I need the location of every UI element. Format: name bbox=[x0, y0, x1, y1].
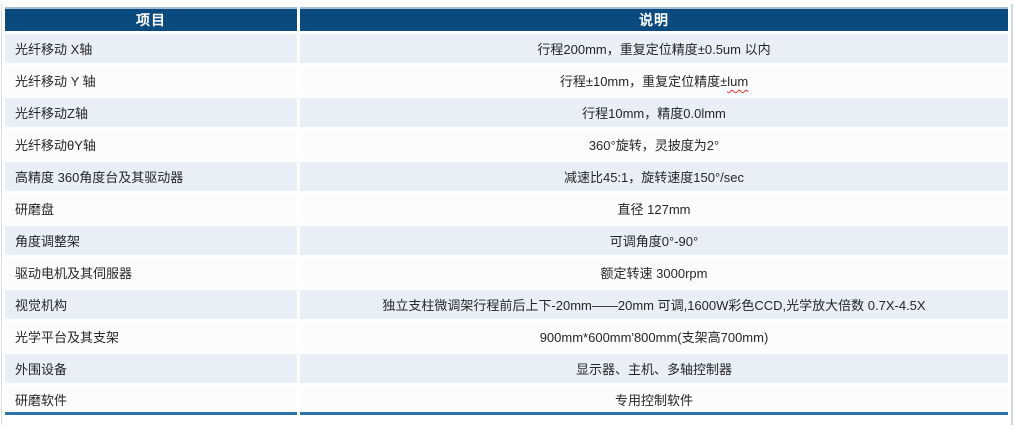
spec-item-cell: 研磨盘 bbox=[5, 194, 297, 223]
spellcheck-flagged-text: lum bbox=[727, 74, 749, 89]
spec-desc-cell: 额定转速 3000rpm bbox=[300, 258, 1008, 287]
table-row: 光纤移动 Y 轴行程±10mm，重复定位精度±lum bbox=[5, 66, 1008, 95]
table-row: 光纤移动θY轴 360°旋转，灵披度为2° bbox=[5, 130, 1008, 159]
spec-item-cell: 光纤移动 Y 轴 bbox=[5, 66, 297, 95]
spec-desc-cell: 直径 127mm bbox=[300, 194, 1008, 223]
column-header-item: 项目 bbox=[5, 7, 297, 31]
spec-item-cell: 高精度 360角度台及其驱动器 bbox=[5, 162, 297, 191]
spec-item-cell: 研磨软件 bbox=[5, 386, 297, 415]
spec-item-cell: 角度调整架 bbox=[5, 226, 297, 255]
table-body: 光纤移动 X轴 行程200mm，重复定位精度±0.5um 以内 光纤移动 Y 轴行程… bbox=[5, 34, 1008, 415]
spec-desc-cell: 显示器、主机、多轴控制器 bbox=[300, 354, 1008, 383]
spec-item-cell: 驱动电机及其伺服器 bbox=[5, 258, 297, 287]
spec-table: 项目 说明 光纤移动 X轴 行程200mm，重复定位精度±0.5um 以内 光纤移动… bbox=[2, 4, 1011, 418]
spec-item-cell: 光纤移动Z轴 bbox=[5, 98, 297, 127]
spec-desc-cell: 独立支柱微调架行程前后上下-20mm——20mm 可调,1600W彩色CCD,光… bbox=[300, 290, 1008, 319]
spec-desc-cell: 专用控制软件 bbox=[300, 386, 1008, 415]
spec-desc-cell: 900mm*600mm'800mm(支架高700mm) bbox=[300, 322, 1008, 351]
spec-desc-cell: 行程200mm，重复定位精度±0.5um 以内 bbox=[300, 34, 1008, 63]
spec-item-cell: 光纤移动θY轴 bbox=[5, 130, 297, 159]
table-row: 角度调整架 可调角度0°-90° bbox=[5, 226, 1008, 255]
spec-item-cell: 外围设备 bbox=[5, 354, 297, 383]
column-header-description: 说明 bbox=[300, 7, 1008, 31]
table-row: 研磨软件 专用控制软件 bbox=[5, 386, 1008, 415]
spec-desc-cell: 可调角度0°-90° bbox=[300, 226, 1008, 255]
table-row: 外围设备 显示器、主机、多轴控制器 bbox=[5, 354, 1008, 383]
spec-desc-cell: 行程±10mm，重复定位精度±lum bbox=[300, 66, 1008, 95]
table-row: 光学平台及其支架 900mm*600mm'800mm(支架高700mm) bbox=[5, 322, 1008, 351]
table-row: 研磨盘 直径 127mm bbox=[5, 194, 1008, 223]
spec-desc-cell: 行程10mm，精度0.0lmm bbox=[300, 98, 1008, 127]
table-row: 光纤移动Z轴 行程10mm，精度0.0lmm bbox=[5, 98, 1008, 127]
table-row: 驱动电机及其伺服器 额定转速 3000rpm bbox=[5, 258, 1008, 287]
spec-item-cell: 光纤移动 X轴 bbox=[5, 34, 297, 63]
table-row: 高精度 360角度台及其驱动器 减速比45:1，旋转速度150°/sec bbox=[5, 162, 1008, 191]
spec-item-cell: 视觉机构 bbox=[5, 290, 297, 319]
spec-desc-cell: 360°旋转，灵披度为2° bbox=[300, 130, 1008, 159]
table-row: 视觉机构 独立支柱微调架行程前后上下-20mm——20mm 可调,1600W彩色C… bbox=[5, 290, 1008, 319]
spec-table-frame: 项目 说明 光纤移动 X轴 行程200mm，重复定位精度±0.5um 以内 光纤移动… bbox=[1, 4, 1013, 425]
table-row: 光纤移动 X轴 行程200mm，重复定位精度±0.5um 以内 bbox=[5, 34, 1008, 63]
header-row: 项目 说明 bbox=[5, 7, 1008, 31]
spec-desc-cell: 减速比45:1，旋转速度150°/sec bbox=[300, 162, 1008, 191]
spec-item-cell: 光学平台及其支架 bbox=[5, 322, 297, 351]
